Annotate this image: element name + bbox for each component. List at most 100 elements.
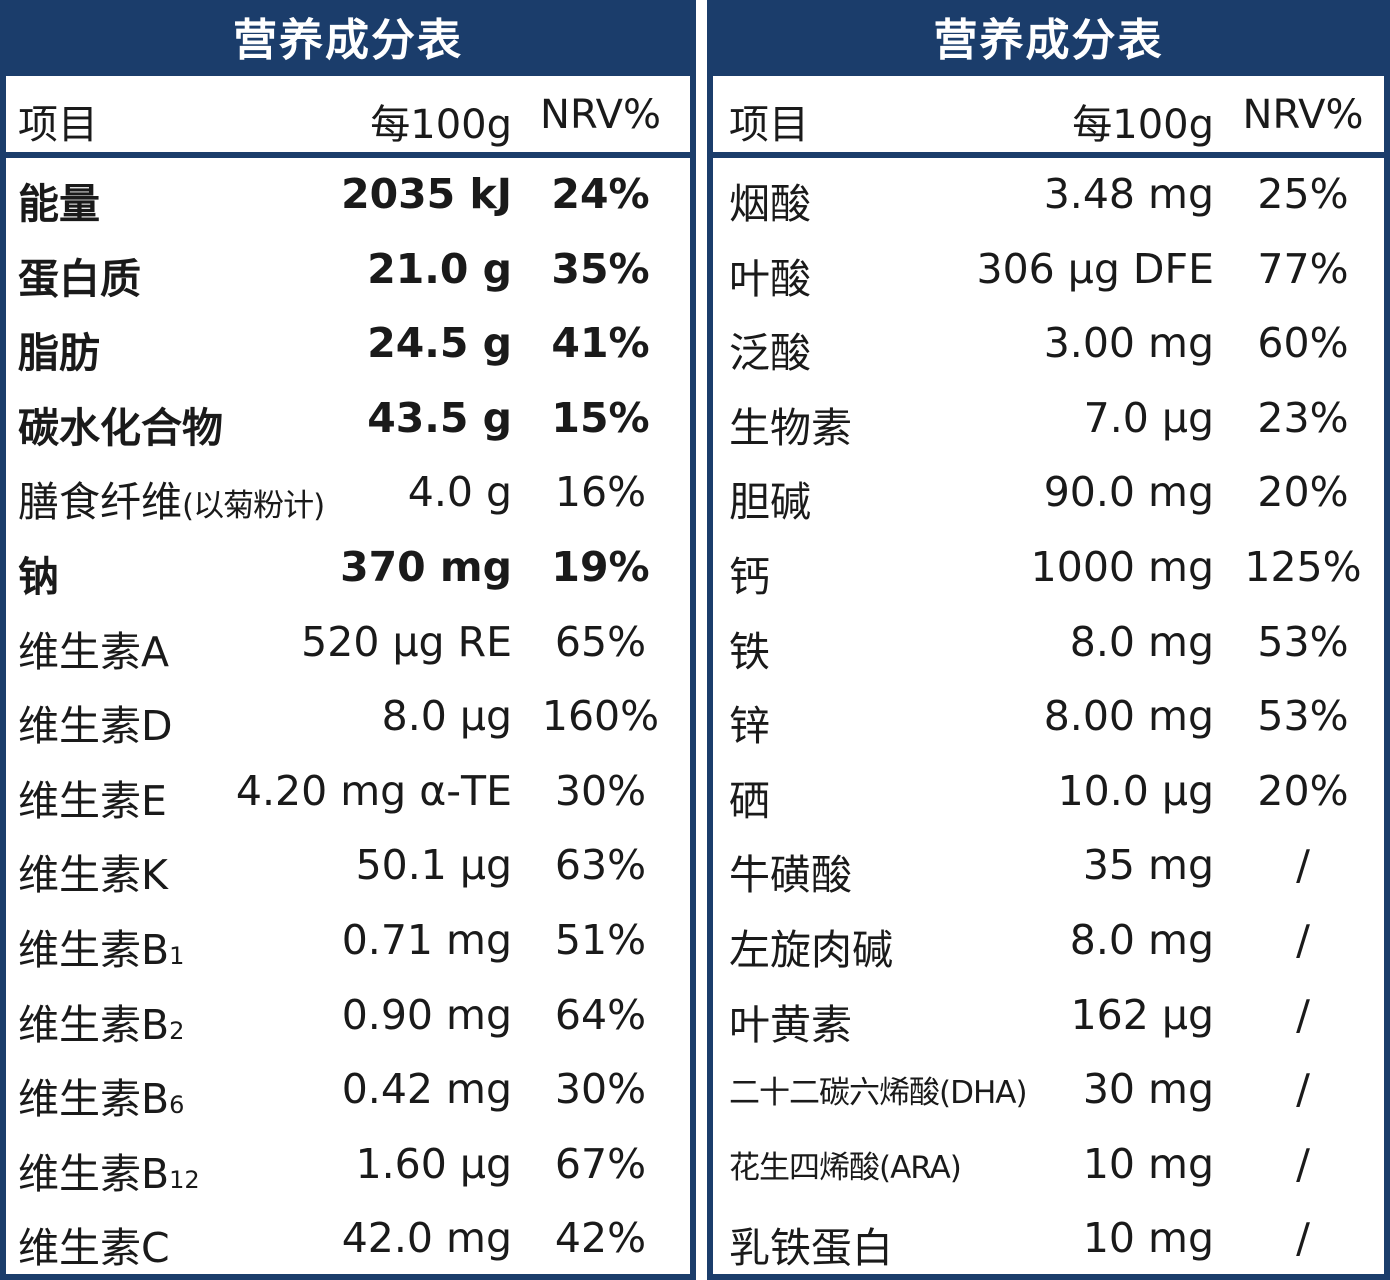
table-row: 维生素E 4.20 mg α-TE 30% <box>6 755 690 830</box>
nutrient-name: 维生素D <box>18 692 173 752</box>
nutrient-name: 维生素C <box>18 1214 170 1274</box>
amount-value: 7.0 μg <box>1083 393 1214 442</box>
nrv-value: 19% <box>551 542 650 591</box>
nutrient-subscript: 6 <box>169 1091 185 1120</box>
table-row: 能量 2035 kJ 24% <box>6 158 690 233</box>
nrv-value: / <box>1296 1139 1310 1188</box>
table-row: 硒 10.0 μg 20% <box>713 755 1384 830</box>
nutrient-name: 泛酸 <box>729 319 811 379</box>
nutrient-name: 牛磺酸 <box>729 841 852 901</box>
amount-value: 0.71 mg <box>341 915 512 964</box>
nutrient-label: 维生素A <box>18 627 170 676</box>
nrv-value: 24% <box>551 170 650 218</box>
amount-value: 306 μg DFE <box>976 244 1215 293</box>
nutrient-name: 膳食纤维(以菊粉计) <box>18 468 325 528</box>
amount-value: 90.0 mg <box>1043 468 1214 517</box>
table-row: 锌 8.00 mg 53% <box>713 680 1384 755</box>
table-row: 烟酸 3.48 mg 25% <box>713 158 1384 233</box>
nutrient-name: 蛋白质 <box>18 245 141 305</box>
nutrient-label: 脂肪 <box>18 329 100 378</box>
nutrient-label: 碳水化合物 <box>18 403 223 452</box>
table-body: 烟酸 3.48 mg 25% 叶酸 306 μg DFE 77% 泛酸 3.00 mg 60% 生… <box>713 158 1384 1277</box>
nrv-value: / <box>1296 1065 1310 1114</box>
table-row: 维生素C 42.0 mg 42% <box>6 1202 690 1277</box>
amount-value: 50.1 μg <box>355 841 512 890</box>
table-row: 维生素B12 1.60 μg 67% <box>6 1128 690 1203</box>
amount-value: 8.0 mg <box>1069 915 1214 964</box>
table-row: 维生素K 50.1 μg 63% <box>6 829 690 904</box>
amount-value: 3.48 mg <box>1043 170 1214 218</box>
amount-value: 520 μg RE <box>301 617 512 666</box>
nutrient-name: 叶黄素 <box>729 991 852 1051</box>
nutrition-table-left: 营养成分表 项目 每100g NRV% 能量 2035 kJ 24% 蛋白质 21.0 … <box>0 0 696 1280</box>
nrv-value: / <box>1296 990 1310 1039</box>
nutrient-label: 硒 <box>729 776 770 825</box>
table-row: 泛酸 3.00 mg 60% <box>713 307 1384 382</box>
nutrition-table-right: 营养成分表 项目 每100g NRV% 烟酸 3.48 mg 25% 叶酸 306 μg… <box>707 0 1390 1280</box>
nutrient-name: 锌 <box>729 692 770 752</box>
nutrient-label: 叶黄素 <box>729 1000 852 1049</box>
amount-value: 21.0 g <box>367 244 512 293</box>
nutrient-name: 维生素A <box>18 618 169 678</box>
amount-value: 1.60 μg <box>355 1139 512 1188</box>
amount-value: 10 mg <box>1082 1139 1214 1188</box>
nutrient-subscript: 2 <box>169 1016 185 1045</box>
nrv-value: 125% <box>1244 542 1362 591</box>
nutrient-label: 胆碱 <box>729 478 811 527</box>
nutrient-label: 维生素B <box>18 1149 170 1198</box>
nutrient-name: 花生四烯酸(ARA) <box>729 1140 962 1188</box>
amount-value: 42.0 mg <box>341 1214 512 1263</box>
table-row: 碳水化合物 43.5 g 15% <box>6 382 690 457</box>
nrv-value: 77% <box>1257 244 1349 293</box>
nutrient-label: 钙 <box>729 552 770 601</box>
nutrient-subscript: 1 <box>169 941 185 970</box>
nutrient-label: 铁 <box>729 627 770 676</box>
nrv-value: 63% <box>554 841 647 890</box>
amount-value: 0.42 mg <box>341 1065 512 1114</box>
table-title: 营养成分表 <box>6 6 690 76</box>
nutrient-label: 能量 <box>18 180 100 228</box>
header-nrv: NRV% <box>1242 92 1364 138</box>
nutrient-label: 维生素E <box>18 776 167 825</box>
table-row: 叶酸 306 μg DFE 77% <box>713 233 1384 308</box>
table-row: 维生素B6 0.42 mg 30% <box>6 1053 690 1128</box>
table-row: 维生素B1 0.71 mg 51% <box>6 904 690 979</box>
table-row: 铁 8.0 mg 53% <box>713 606 1384 681</box>
amount-value: 35 mg <box>1082 841 1214 890</box>
header-item: 项目 <box>729 102 809 148</box>
nutrient-name: 钠 <box>18 543 59 603</box>
nutrient-subscript: 12 <box>169 1165 200 1194</box>
table-body: 能量 2035 kJ 24% 蛋白质 21.0 g 35% 脂肪 24.5 g 41% 碳水化合物… <box>6 158 690 1277</box>
amount-value: 370 mg <box>340 542 512 591</box>
nutrient-label: 左旋肉碱 <box>729 925 893 974</box>
nutrient-name: 维生素B1 <box>18 916 184 976</box>
table-row: 脂肪 24.5 g 41% <box>6 307 690 382</box>
nrv-value: 16% <box>554 468 647 517</box>
nutrient-name: 能量 <box>18 170 100 230</box>
nutrient-label: 维生素D <box>18 702 173 751</box>
nrv-value: 30% <box>554 766 647 815</box>
nrv-value: 30% <box>554 1065 647 1114</box>
table-row: 叶黄素 162 μg / <box>713 979 1384 1054</box>
amount-value: 8.0 mg <box>1069 617 1214 666</box>
nutrient-name: 维生素B12 <box>18 1140 200 1200</box>
nutrient-name: 叶酸 <box>729 245 811 305</box>
header-amount: 每100g <box>370 102 512 148</box>
nrv-value: 15% <box>551 393 650 442</box>
nutrient-name: 胆碱 <box>729 468 811 528</box>
nutrient-name: 碳水化合物 <box>18 394 223 454</box>
nrv-value: 20% <box>1257 766 1349 815</box>
table-row: 膳食纤维(以菊粉计) 4.0 g 16% <box>6 456 690 531</box>
table-row: 牛磺酸 35 mg / <box>713 829 1384 904</box>
nutrient-name: 脂肪 <box>18 319 100 379</box>
amount-value: 24.5 g <box>367 319 512 368</box>
amount-value: 8.00 mg <box>1043 692 1214 741</box>
nrv-value: 53% <box>1257 617 1349 666</box>
amount-value: 4.20 mg α-TE <box>235 766 512 815</box>
amount-value: 8.0 μg <box>381 692 512 741</box>
table-row: 蛋白质 21.0 g 35% <box>6 233 690 308</box>
nutrient-name: 乳铁蛋白 <box>729 1214 893 1274</box>
nutrient-name: 钙 <box>729 543 770 603</box>
table-row: 维生素D 8.0 μg 160% <box>6 680 690 755</box>
nutrient-label: 二十二碳六烯酸(DHA) <box>729 1075 1028 1112</box>
